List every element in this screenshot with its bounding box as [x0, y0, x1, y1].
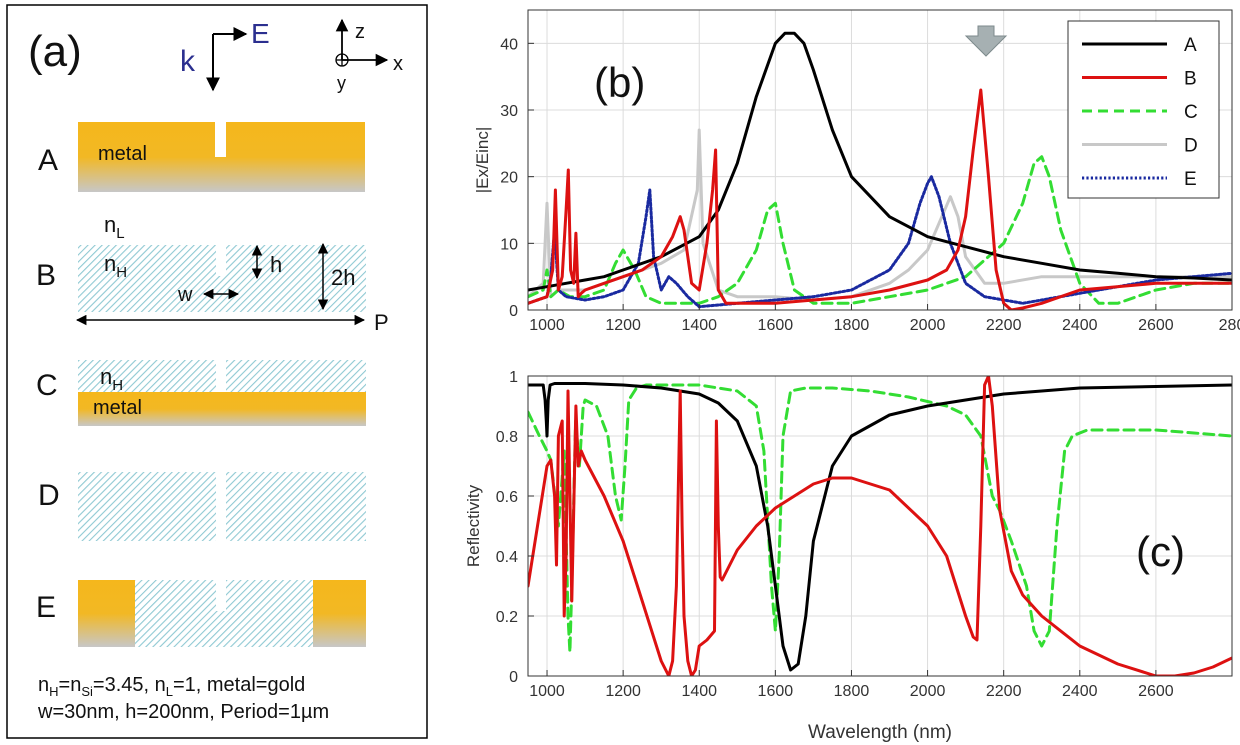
- y-tick-label: 0.6: [496, 489, 518, 506]
- structure-d-letter: D: [38, 479, 60, 512]
- structure-a-metal-label: metal: [98, 143, 147, 165]
- chart-c-ticks: 1000 1200 1400 1600 1800 2000 2200 2400 2600 0 0.2…: [496, 369, 1174, 700]
- structure-b-nl-label: nL: [104, 212, 125, 242]
- series-line-a: [528, 382, 1232, 672]
- structure-c-letter: C: [36, 369, 58, 402]
- structure-e-metal-left: [78, 580, 135, 647]
- x-tick-label: 1200: [605, 683, 641, 700]
- w-label: w: [177, 284, 193, 306]
- series-line-c: [528, 155, 1232, 305]
- chart-c-panel-label: (c): [1136, 528, 1185, 575]
- y-tick-label: 0.8: [496, 429, 518, 446]
- x-tick-label: 2200: [986, 683, 1022, 700]
- y-tick-label: 0: [509, 669, 518, 686]
- structure-b-letter: B: [36, 259, 56, 292]
- x-tick-label: 1400: [681, 317, 717, 334]
- structure-a-letter: A: [38, 144, 58, 177]
- k-label: k: [180, 45, 196, 78]
- structure-c-slot: [216, 360, 226, 392]
- series-line-e: [528, 175, 1232, 309]
- structure-b-slot: [216, 245, 226, 276]
- legend-label-b: B: [1184, 69, 1197, 90]
- series-line-a: [528, 31, 1232, 292]
- h-label: h: [270, 252, 282, 277]
- legend-box: [1067, 20, 1220, 199]
- x-tick-label: 2600: [1138, 317, 1174, 334]
- structure-d-gap: [216, 472, 226, 541]
- series-line-b: [528, 88, 1232, 310]
- structure-c-metal-label: metal: [93, 397, 142, 419]
- x-tick-label: 1400: [681, 683, 717, 700]
- x-axis-label: x: [393, 53, 403, 75]
- structure-c-metal: [78, 392, 366, 426]
- legend-label-d: D: [1184, 136, 1198, 157]
- structure-e-metal-right: [313, 580, 366, 647]
- chart-b-series: [528, 31, 1232, 310]
- series-line-c: [528, 383, 1232, 654]
- x-tick-label: 2600: [1138, 683, 1174, 700]
- y-tick-label: 20: [500, 170, 518, 187]
- structure-c: C nH metal: [36, 360, 366, 426]
- structure-e-letter: E: [36, 591, 56, 624]
- structure-e: E: [36, 580, 366, 647]
- structure-a-slot: [215, 122, 226, 157]
- legend-label-a: A: [1184, 35, 1197, 56]
- x-tick-label: 2000: [910, 317, 946, 334]
- legend-label-e: E: [1184, 169, 1197, 190]
- x-tick-label: 2400: [1062, 317, 1098, 334]
- structure-b-nh-label: nH: [104, 251, 127, 281]
- y-tick-label: 40: [500, 36, 518, 53]
- z-axis-label: z: [355, 21, 365, 43]
- chart-c-frame: [527, 375, 1233, 677]
- chart-c: 1000 1200 1400 1600 1800 2000 2200 2400 2600 0 0.2…: [464, 369, 1233, 743]
- k-e-diagram: k E: [180, 18, 270, 92]
- chart-c-xlabel: Wavelength (nm): [808, 722, 952, 743]
- y-tick-label: 0.2: [496, 609, 518, 626]
- panel-a: (a) k E z x y A metal nL: [6, 4, 428, 739]
- y-tick-label: 0: [509, 303, 518, 320]
- x-tick-label: 1200: [605, 317, 641, 334]
- e-field-label: E: [251, 18, 270, 49]
- chart-b-panel-label: (b): [594, 59, 645, 106]
- params-line-1: nH=nSi=3.45, nL=1, metal=gold: [38, 674, 305, 699]
- x-tick-label: 1600: [758, 317, 794, 334]
- series-line-b: [528, 376, 1232, 676]
- chart-b-ticks: 1000120014001600180020002200240026002800…: [500, 36, 1240, 334]
- y-tick-label: 10: [500, 236, 518, 253]
- x-tick-label: 1000: [529, 317, 565, 334]
- structure-d: D: [38, 472, 366, 541]
- period-label: P: [374, 310, 389, 335]
- x-tick-label: 2200: [986, 317, 1022, 334]
- x-tick-label: 280: [1219, 317, 1240, 334]
- chart-b-frame: [527, 9, 1233, 311]
- two-h-label: 2h: [331, 265, 355, 290]
- chart-b: 1000120014001600180020002200240026002800…: [473, 9, 1240, 334]
- y-tick-label: 1: [509, 369, 518, 386]
- x-tick-label: 1800: [834, 317, 870, 334]
- y-tick-label: 0.4: [496, 549, 518, 566]
- y-tick-label: 30: [500, 103, 518, 120]
- params-line-2: w=30nm, h=200nm, Period=1µm: [37, 701, 329, 723]
- x-tick-label: 2400: [1062, 683, 1098, 700]
- chart-b-ylabel: |Ex/Einc|: [473, 127, 492, 193]
- structure-a: A metal: [38, 122, 365, 192]
- structure-c-nh-label: nH: [100, 364, 123, 394]
- structure-b: nL B nH h 2h w P: [36, 212, 389, 335]
- legend-label-c: C: [1184, 102, 1198, 123]
- structure-e-slot: [216, 580, 226, 611]
- resonance-arrow-marker: [964, 25, 1008, 57]
- x-tick-label: 1000: [529, 683, 565, 700]
- chart-c-series: [528, 376, 1232, 676]
- x-tick-label: 1800: [834, 683, 870, 700]
- x-tick-label: 2000: [910, 683, 946, 700]
- panel-a-label: (a): [28, 27, 82, 76]
- x-tick-label: 1600: [758, 683, 794, 700]
- chart-c-ylabel: Reflectivity: [464, 484, 483, 567]
- coordinate-axes: z x y: [335, 18, 403, 93]
- y-axis-label: y: [337, 73, 346, 93]
